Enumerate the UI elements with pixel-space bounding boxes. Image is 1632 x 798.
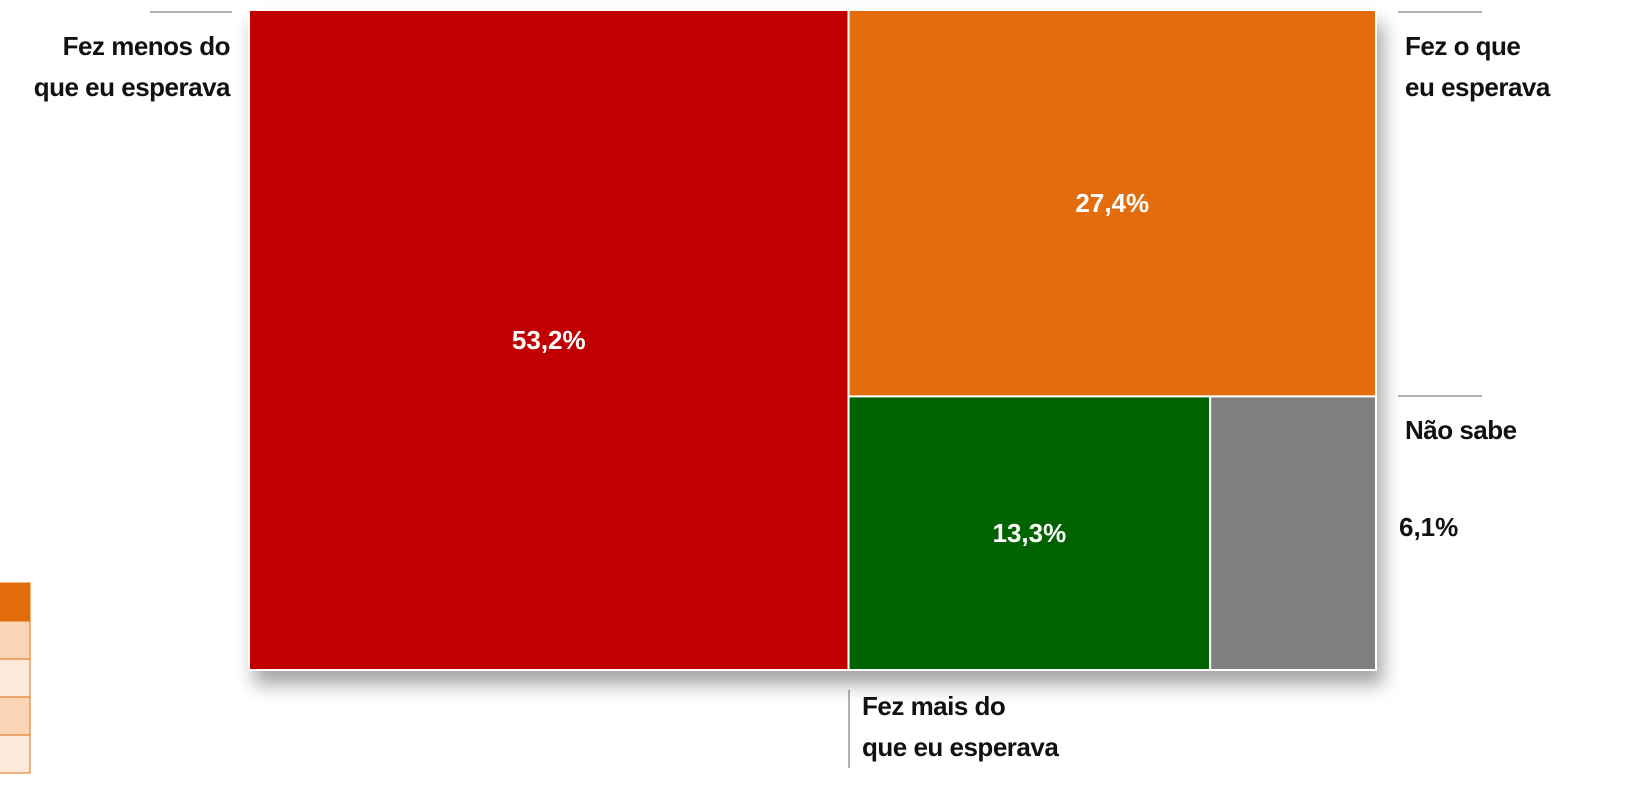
table-row xyxy=(0,696,31,736)
value-label: 27,4% xyxy=(1075,187,1150,218)
tile xyxy=(248,9,850,671)
decor xyxy=(150,11,1482,768)
table-row xyxy=(0,620,31,660)
tile xyxy=(847,395,1212,671)
category-label: Fez mais do que eu esperava xyxy=(862,691,1059,762)
value-label: 53,2% xyxy=(511,324,586,355)
value-label: 6,1% xyxy=(1399,512,1459,542)
table-fragment xyxy=(0,582,31,774)
table-row xyxy=(0,658,31,698)
value-label: 13,3% xyxy=(992,517,1067,548)
table-row xyxy=(0,734,31,774)
category-label: Fez menos do que eu esperava xyxy=(33,31,231,102)
tile xyxy=(1209,395,1378,671)
category-label: Fez o que eu esperava xyxy=(1405,31,1550,102)
table-header xyxy=(0,582,31,622)
category-label: Não sabe xyxy=(1405,415,1517,445)
treemap xyxy=(248,9,1378,671)
